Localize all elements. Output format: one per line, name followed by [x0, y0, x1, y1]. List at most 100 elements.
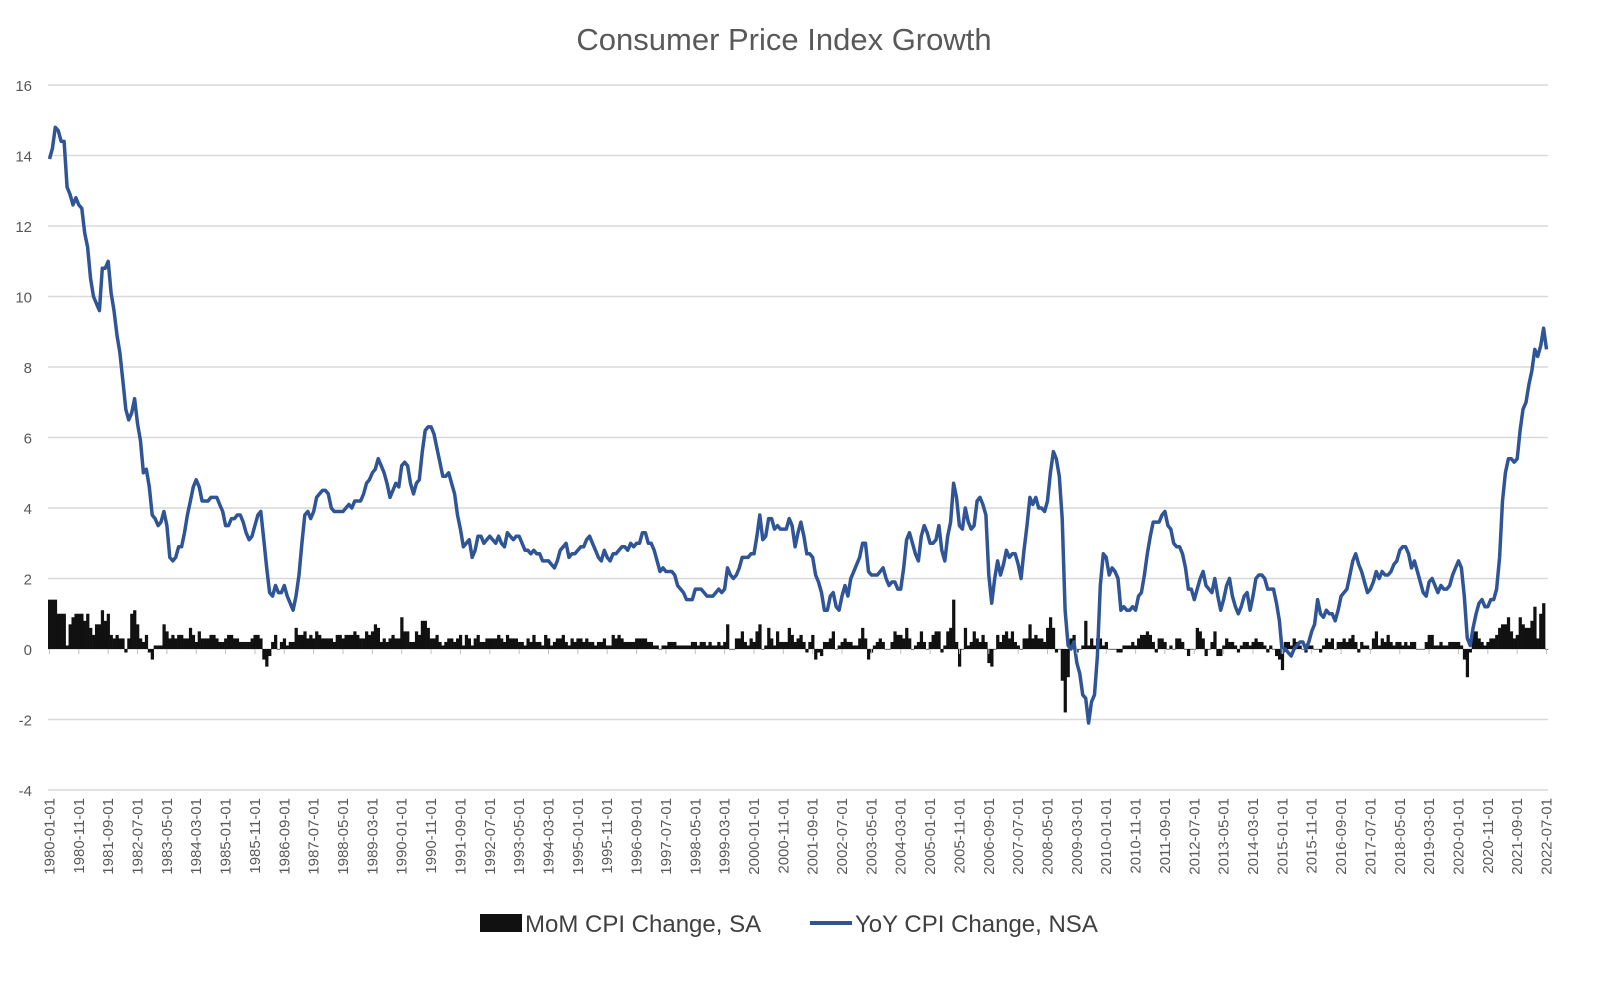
mom-bar: [197, 631, 201, 649]
mom-bar: [209, 634, 213, 649]
mom-bar: [444, 641, 448, 649]
mom-bar: [872, 645, 877, 649]
mom-bar: [963, 627, 968, 649]
mom-bar: [1084, 620, 1088, 649]
x-tick-label: 2019-03-01: [1421, 798, 1438, 875]
mom-bar: [928, 641, 932, 649]
mom-bars: [48, 599, 1549, 713]
mom-bar: [787, 627, 791, 649]
x-tick-label: 2015-01-01: [1274, 798, 1291, 875]
mom-bar: [1242, 641, 1246, 649]
mom-bar: [429, 638, 433, 649]
mom-bar: [602, 638, 607, 649]
mom-bar: [1122, 645, 1126, 649]
mom-bar: [1512, 638, 1517, 649]
mom-bar: [855, 645, 859, 649]
mom-bar: [1213, 631, 1217, 649]
y-tick-label: 2: [24, 572, 32, 589]
mom-bar: [705, 645, 709, 649]
mom-bar: [608, 645, 612, 649]
mom-bar: [834, 649, 838, 650]
mom-bar: [1310, 645, 1314, 649]
y-tick-label: 8: [24, 360, 32, 377]
mom-bar: [253, 634, 257, 649]
mom-bar: [837, 645, 841, 649]
mom-bar: [106, 613, 110, 649]
mom-bar: [1277, 649, 1282, 660]
mom-bar: [491, 638, 495, 649]
mom-bar: [185, 638, 190, 649]
x-tick-label: 2010-11-01: [1128, 798, 1145, 874]
mom-bar: [441, 645, 445, 649]
mom-bar: [937, 631, 941, 649]
mom-bar: [1051, 627, 1056, 649]
x-tick-label: 2017-07-01: [1362, 798, 1379, 875]
mom-bar: [673, 641, 677, 649]
mom-bar: [588, 641, 592, 649]
mom-bar: [335, 634, 339, 649]
mom-bar: [1345, 641, 1349, 649]
mom-bar: [1260, 641, 1264, 649]
mom-bar: [781, 641, 786, 649]
mom-bar: [682, 645, 686, 649]
mom-bar: [805, 649, 809, 653]
mom-bar: [1007, 638, 1012, 649]
mom-bar: [893, 631, 897, 649]
mom-bar: [1436, 645, 1440, 649]
mom-bar: [74, 613, 78, 649]
x-tick-label: 2015-11-01: [1304, 798, 1321, 874]
mom-bar: [1257, 641, 1261, 649]
mom-bar: [1477, 638, 1481, 649]
mom-bar: [1245, 641, 1249, 649]
mom-bar: [356, 634, 360, 649]
mom-bar: [1022, 638, 1026, 649]
mom-bar: [56, 613, 61, 649]
mom-bar: [411, 641, 416, 649]
mom-bar: [1098, 638, 1103, 649]
mom-bar: [344, 634, 348, 649]
mom-bar: [696, 645, 700, 649]
mom-bar: [1087, 645, 1091, 649]
mom-bar: [447, 638, 451, 649]
mom-bar: [1489, 638, 1493, 649]
mom-bar: [1351, 634, 1355, 649]
mom-bar: [59, 613, 63, 649]
mom-bar: [596, 641, 601, 649]
x-tick-label: 1989-03-01: [364, 798, 381, 875]
mom-bar: [526, 638, 530, 649]
x-tick-label: 1988-05-01: [335, 798, 352, 875]
mom-bar: [726, 624, 730, 649]
mom-bar: [679, 645, 683, 649]
mom-bar: [1272, 649, 1276, 650]
mom-bar: [1454, 641, 1458, 649]
mom-bar: [684, 645, 689, 649]
mom-bar: [285, 645, 290, 649]
mom-bar: [130, 613, 134, 649]
mom-bar: [227, 634, 231, 649]
mom-bar: [999, 641, 1003, 649]
x-tick-label: 1983-05-01: [159, 798, 176, 875]
mom-bar: [497, 634, 501, 649]
mom-bar: [1383, 641, 1387, 649]
mom-bar: [881, 641, 885, 649]
mom-bar: [1145, 631, 1150, 649]
mom-bar: [479, 641, 483, 649]
mom-bar: [362, 638, 366, 649]
mom-bar: [708, 641, 712, 649]
mom-bar: [734, 638, 739, 649]
mom-bar: [931, 634, 935, 649]
mom-bar: [1424, 641, 1428, 649]
mom-bar: [731, 649, 736, 650]
mom-bar: [643, 638, 648, 649]
x-tick-label: 2014-03-01: [1245, 798, 1262, 875]
mom-bar: [1186, 649, 1191, 657]
mom-bar: [1327, 641, 1332, 649]
mom-bar: [1230, 641, 1235, 649]
x-tick-label: 1997-07-01: [658, 798, 675, 875]
mom-bar: [793, 641, 797, 649]
mom-bar: [1498, 627, 1502, 649]
mom-bar: [406, 631, 410, 649]
mom-bar: [144, 634, 149, 649]
mom-bar: [1530, 620, 1534, 649]
x-tick-label: 1982-07-01: [130, 798, 147, 875]
